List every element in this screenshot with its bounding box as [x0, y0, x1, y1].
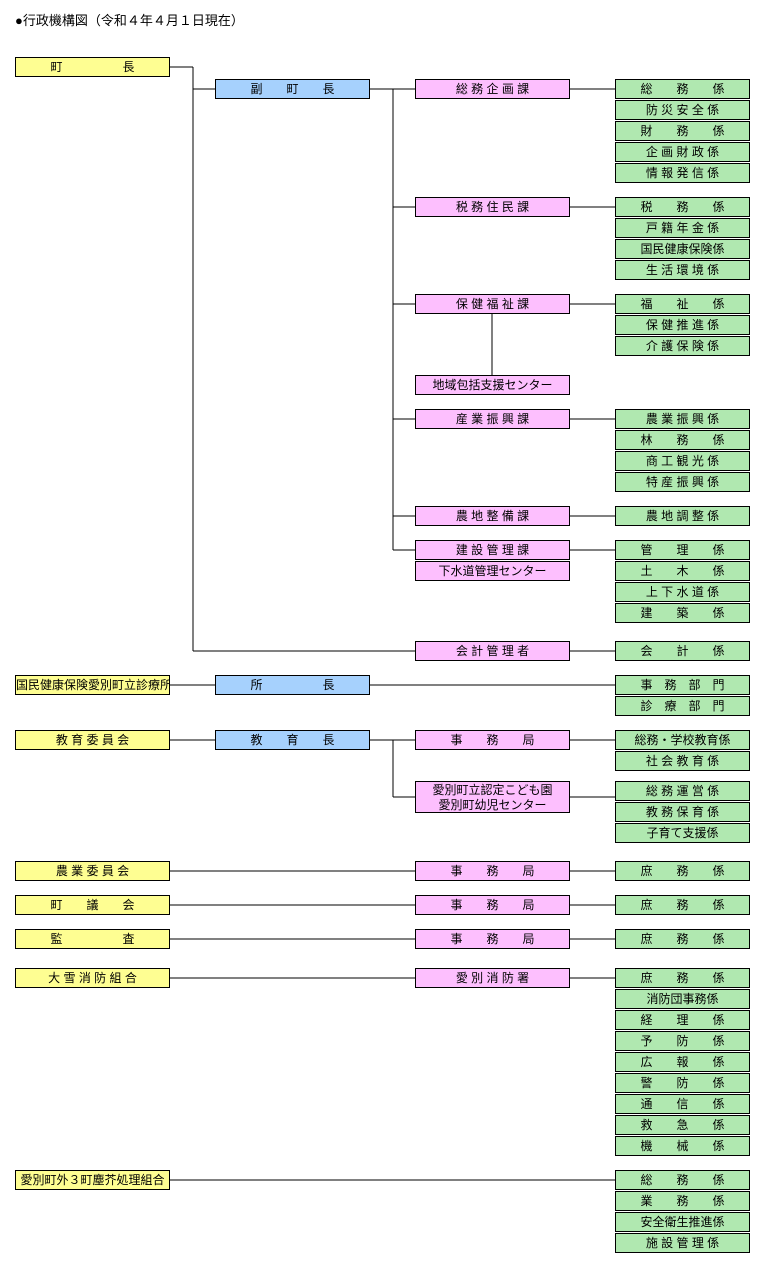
org-box-shoukou: 商 工 観 光 係 [615, 451, 750, 471]
org-box-hoken_fukushi: 保 健 福 祉 課 [415, 294, 570, 314]
org-box-kosodate: 子育て支援係 [615, 823, 750, 843]
org-box-shoubousho: 愛 別 消 防 署 [415, 968, 570, 988]
org-box-kensetsu: 建 設 管 理 課 [415, 540, 570, 560]
org-box-shoubou_kumiai: 大 雪 消 防 組 合 [15, 968, 170, 988]
org-box-fukushi: 福 祉 係 [615, 294, 750, 314]
org-box-kenchiku: 建 築 係 [615, 603, 750, 623]
org-box-kyuukyuu: 救 急 係 [615, 1115, 750, 1135]
org-box-jimu_bumon: 事 務 部 門 [615, 675, 750, 695]
org-box-shomu4: 庶 務 係 [615, 968, 750, 988]
org-box-gesui_center: 下水道管理センター [415, 561, 570, 581]
org-box-jimukyoku1: 事 務 局 [415, 730, 570, 750]
org-box-tokusan: 特 産 振 興 係 [615, 472, 750, 492]
org-box-chougikai: 町 議 会 [15, 895, 170, 915]
org-box-anzen_eisei: 安全衛生推進係 [615, 1212, 750, 1232]
org-box-kyoumu_hoiku: 教 務 保 育 係 [615, 802, 750, 822]
org-box-rinmu: 林 務 係 [615, 430, 750, 450]
org-box-shomu3: 庶 務 係 [615, 929, 750, 949]
org-box-soumu_kikaku: 総 務 企 画 課 [415, 79, 570, 99]
org-box-soumu: 総 務 係 [615, 79, 750, 99]
page-title: ●行政機構図（令和４年４月１日現在） [15, 10, 753, 29]
org-box-shouboudan: 消防団事務係 [615, 989, 750, 1009]
org-box-yobou: 予 防 係 [615, 1031, 750, 1051]
org-chart-diagram: 町 長副 町 長総 務 企 画 課総 務 係防 災 安 全 係財 務 係企 画 … [15, 37, 753, 1207]
org-box-nouchi: 農 地 整 備 課 [415, 506, 570, 526]
org-box-kansa: 監 査 [15, 929, 170, 949]
org-box-seikatsu: 生 活 環 境 係 [615, 260, 750, 280]
org-box-chiiki_center: 地域包括支援センター [415, 375, 570, 395]
org-box-nougyou_iinkai: 農 業 委 員 会 [15, 861, 170, 881]
org-box-jimukyoku2: 事 務 局 [415, 861, 570, 881]
org-box-nouchi_chousei: 農 地 調 整 係 [615, 506, 750, 526]
org-box-shomu2: 庶 務 係 [615, 895, 750, 915]
org-box-zaimu: 財 務 係 [615, 121, 750, 141]
org-box-zeimu_jumin: 税 務 住 民 課 [415, 197, 570, 217]
org-box-kikaku_zaisei: 企 画 財 政 係 [615, 142, 750, 162]
org-box-kodomoen: 愛別町立認定こども園愛別町幼児センター [415, 781, 570, 813]
org-box-jougesui: 上 下 水 道 係 [615, 582, 750, 602]
org-box-soumu_gakkou: 総務・学校教育係 [615, 730, 750, 750]
org-box-soumu_unei: 総 務 運 営 係 [615, 781, 750, 801]
org-box-jimukyoku4: 事 務 局 [415, 929, 570, 949]
org-box-tsuushin: 通 信 係 [615, 1094, 750, 1114]
org-box-soumu5: 総 務 係 [615, 1170, 750, 1190]
org-box-clinic: 国民健康保険愛別町立診療所 [15, 675, 170, 695]
org-box-koseki: 戸 籍 年 金 係 [615, 218, 750, 238]
org-box-jimukyoku3: 事 務 局 [415, 895, 570, 915]
org-box-doboku: 土 木 係 [615, 561, 750, 581]
org-box-kanri: 管 理 係 [615, 540, 750, 560]
org-box-gyoumu: 業 務 係 [615, 1191, 750, 1211]
org-box-jouhou: 情 報 発 信 係 [615, 163, 750, 183]
org-box-kouhou: 広 報 係 [615, 1052, 750, 1072]
org-box-bousai: 防 災 安 全 係 [615, 100, 750, 120]
org-box-kyouiku_iinkai: 教 育 委 員 会 [15, 730, 170, 750]
org-box-hoken_suishin: 保 健 推 進 係 [615, 315, 750, 335]
org-box-shisetsu_kanri: 施 設 管 理 係 [615, 1233, 750, 1253]
org-box-kyouikuchou: 教 育 長 [215, 730, 370, 750]
org-box-kokuho: 国民健康保険係 [615, 239, 750, 259]
org-box-mayor: 町 長 [15, 57, 170, 77]
org-box-shakai_kyouiku: 社 会 教 育 係 [615, 751, 750, 771]
org-box-keiri: 経 理 係 [615, 1010, 750, 1030]
org-box-shochou: 所 長 [215, 675, 370, 695]
org-box-jinkai_kumiai: 愛別町外３町塵芥処理組合 [15, 1170, 170, 1190]
org-box-keibou: 警 防 係 [615, 1073, 750, 1093]
org-box-kaikei: 会 計 係 [615, 641, 750, 661]
org-box-shinryou_bumon: 診 療 部 門 [615, 696, 750, 716]
org-box-zeimu: 税 務 係 [615, 197, 750, 217]
org-box-vice_mayor: 副 町 長 [215, 79, 370, 99]
org-box-nougyou: 農 業 振 興 係 [615, 409, 750, 429]
org-box-sangyou: 産 業 振 興 課 [415, 409, 570, 429]
org-box-kikai: 機 械 係 [615, 1136, 750, 1156]
org-box-kaikei_kanrisha: 会 計 管 理 者 [415, 641, 570, 661]
org-box-kaigo: 介 護 保 険 係 [615, 336, 750, 356]
org-box-shomu1: 庶 務 係 [615, 861, 750, 881]
